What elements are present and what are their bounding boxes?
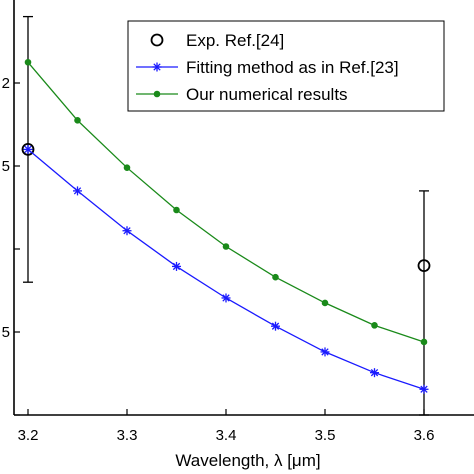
x-tick-label-4: 3.6 (414, 427, 435, 444)
series-1-point-3 (172, 261, 181, 271)
series-1-point-6 (320, 347, 330, 357)
series-1-point-0-stroke-3 (24, 145, 32, 154)
series-1-point-8-stroke-3 (420, 385, 428, 393)
x-axis-label: Wavelength, λ [μm] (175, 451, 320, 470)
series-1-point-7-stroke-3 (370, 369, 379, 377)
legend: Exp. Ref.[24] Fitting method as in Ref.[2… (127, 20, 445, 112)
series-2-point-2 (123, 164, 131, 171)
legend-swatch-marker-1-stroke-3 (153, 63, 161, 71)
series-1-point-5-stroke-3 (271, 322, 280, 330)
series-1-point-0 (23, 144, 33, 154)
series-2-point-7 (371, 322, 378, 329)
x-tick-label-0: 3.2 (18, 427, 39, 444)
legend-swatch-marker-2 (153, 90, 161, 98)
series-2 (24, 58, 428, 346)
series-1-point-6-stroke-3 (321, 348, 329, 356)
legend-item-1: Fitting method as in Ref.[23] (136, 58, 399, 77)
series-1-point-1-stroke-3 (73, 187, 82, 195)
legend-swatch-marker-0 (150, 33, 164, 47)
series-2-point-3 (173, 206, 180, 214)
legend-label-0: Exp. Ref.[24] (186, 31, 284, 50)
series-2-point-5 (272, 273, 279, 281)
series-2-point-4 (222, 243, 230, 250)
series-1-point-5 (271, 321, 280, 331)
legend-item-2: Our numerical results (136, 85, 348, 104)
y-tick-label-4: 2 (2, 75, 10, 92)
legend-swatch-marker-1 (152, 62, 162, 72)
y-tick-label-1: 5 (2, 324, 10, 341)
series-1-point-2 (122, 226, 132, 236)
series-1-point-2-stroke-3 (123, 227, 131, 235)
series-1-point-7 (370, 368, 379, 378)
tick-layer: 3.2 3.3 3.4 3.5 3.6 5 5 2 (2, 75, 435, 444)
series-0-point-0 (21, 142, 35, 156)
series-1 (23, 144, 429, 394)
series-2-point-1 (74, 117, 81, 124)
series-layer (21, 15, 431, 416)
series-2-point-6 (321, 299, 329, 307)
x-tick-label-3: 3.5 (315, 427, 336, 444)
series-1-point-4 (221, 293, 231, 303)
axes-frame (13, 0, 474, 416)
series-2-point-8 (420, 338, 428, 346)
series-1-point-4-stroke-3 (222, 294, 230, 302)
x-tick-label-2: 3.4 (216, 427, 237, 444)
y-tick-label-3: 5 (2, 158, 10, 175)
legend-box (127, 20, 445, 112)
series-1-point-8 (419, 384, 429, 394)
series-1-point-1 (73, 186, 82, 196)
series-1-point-3-stroke-3 (172, 262, 181, 271)
series-0-point-1 (417, 259, 431, 273)
legend-items: Exp. Ref.[24] Fitting method as in Ref.[2… (136, 31, 399, 104)
legend-label-2: Our numerical results (186, 85, 348, 104)
x-tick-label-1: 3.3 (117, 427, 138, 444)
legend-item-0: Exp. Ref.[24] (150, 31, 284, 50)
legend-label-1: Fitting method as in Ref.[23] (186, 58, 399, 77)
series-2-point-0 (24, 58, 32, 66)
